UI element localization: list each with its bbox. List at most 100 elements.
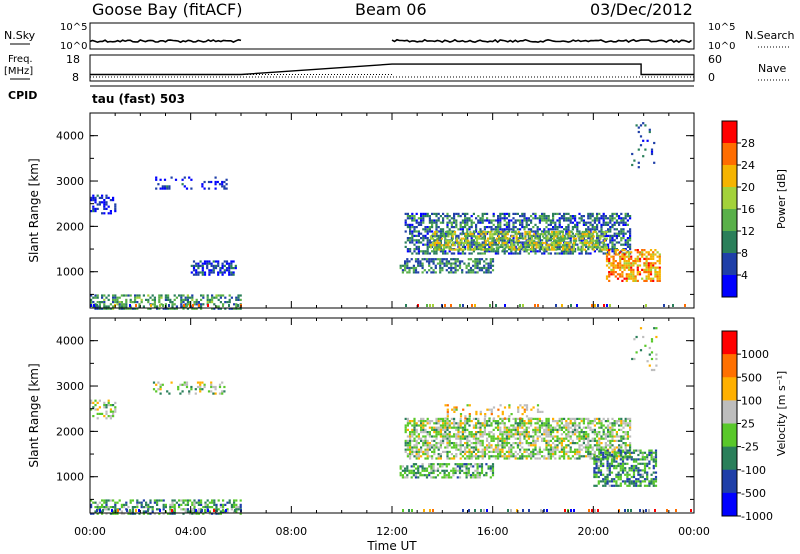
power-cell [611, 234, 614, 237]
power-cell [461, 228, 464, 231]
power-cell [582, 219, 585, 222]
velocity-cell [417, 442, 420, 445]
power-cell [494, 250, 497, 253]
power-cell [455, 212, 458, 215]
velocity-cell [578, 453, 581, 456]
velocity-cell [613, 456, 616, 459]
velocity-cell [448, 420, 451, 423]
velocity-cell [421, 469, 424, 472]
power-cell [445, 241, 448, 245]
power-cell [464, 226, 467, 229]
power-cell [585, 243, 588, 246]
velocity-cell [419, 474, 422, 477]
power-cell [103, 303, 106, 306]
power-cell [223, 187, 226, 190]
power-cell [444, 232, 447, 235]
power-cell [420, 221, 423, 224]
power-cell [561, 237, 564, 240]
power-cell [424, 250, 427, 253]
velocity-cell [101, 512, 104, 515]
power-cell [588, 233, 591, 236]
power-cell [604, 221, 607, 224]
velocity-cell [611, 435, 614, 438]
power-cell [112, 305, 115, 308]
power-cell [466, 228, 469, 231]
power-cell [211, 298, 214, 301]
power-cell [636, 251, 639, 254]
velocity-cell [497, 426, 500, 429]
power-cell [475, 223, 478, 226]
power-cell [641, 277, 644, 280]
power-cell [645, 279, 648, 282]
velocity-cell [602, 437, 605, 440]
velocity-cell [595, 473, 598, 476]
velocity-cell [481, 448, 484, 451]
velocity-cell [514, 417, 517, 420]
power-cell [456, 258, 459, 261]
power-cell [621, 275, 624, 278]
velocity-cell [521, 442, 524, 445]
power-cell [550, 244, 553, 247]
power-cell [650, 148, 654, 151]
power-cell [497, 228, 500, 231]
power-cell [424, 215, 427, 218]
power-cell [230, 264, 233, 267]
velocity-cell [105, 499, 108, 502]
power-cell [564, 246, 567, 249]
power-cell [475, 239, 479, 242]
velocity-cell [428, 446, 431, 449]
power-cell [596, 248, 599, 251]
velocity-cell [445, 474, 448, 477]
power-cell [596, 239, 599, 242]
power-cell [411, 230, 414, 233]
power-cell [404, 262, 407, 265]
velocity-cell [545, 435, 548, 438]
power-cell [585, 223, 588, 226]
velocity-cell [545, 446, 548, 449]
velocity-cell [490, 424, 493, 427]
power-cell [524, 237, 527, 240]
velocity-cell [475, 433, 478, 436]
velocity-cell [413, 420, 416, 423]
velocity-cell [162, 506, 165, 509]
velocity-cell [639, 458, 642, 461]
velocity-cell [181, 383, 184, 386]
power-cell [613, 248, 616, 251]
velocity-cell [457, 444, 460, 447]
velocity-cell [437, 433, 440, 436]
velocity-cell [545, 424, 548, 427]
power-cell [401, 271, 404, 274]
power-cell [453, 219, 456, 222]
velocity-cell [608, 471, 611, 474]
velocity-cell [464, 435, 467, 438]
velocity-cell [486, 422, 489, 425]
power-cell [439, 241, 442, 244]
power-cell [499, 239, 502, 242]
velocity-cell [497, 420, 500, 423]
power-cell [538, 217, 541, 220]
velocity-cell [92, 512, 95, 515]
velocity-cell [619, 475, 622, 479]
velocity-cell [624, 433, 627, 436]
power-cell [417, 217, 420, 220]
power-cell [485, 262, 488, 265]
velocity-cell [411, 450, 414, 453]
power-cell [92, 196, 95, 199]
power-cell [459, 226, 462, 229]
velocity-cell [468, 415, 471, 418]
velocity-cell [94, 510, 97, 513]
velocity-cell [571, 417, 574, 420]
power-cell [489, 262, 492, 265]
power-cell [492, 250, 495, 253]
velocity-cell [643, 451, 647, 454]
velocity-cell [417, 455, 420, 458]
power-cell [569, 215, 572, 218]
velocity-cell [505, 444, 508, 447]
velocity-cell [652, 464, 655, 468]
velocity-cell [505, 457, 508, 460]
power-cell [626, 241, 629, 244]
power-cell [547, 230, 550, 233]
power-cell [653, 161, 656, 164]
power-cell [166, 187, 169, 190]
velocity-cell [435, 442, 438, 445]
